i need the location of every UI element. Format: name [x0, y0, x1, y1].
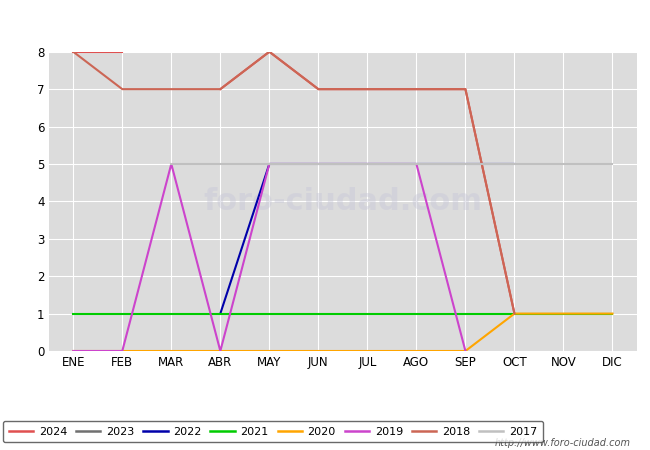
Legend: 2024, 2023, 2022, 2021, 2020, 2019, 2018, 2017: 2024, 2023, 2022, 2021, 2020, 2019, 2018… — [3, 421, 543, 442]
Text: foro-ciudad.com: foro-ciudad.com — [203, 187, 482, 216]
Text: Afiliados en Viloria de Rioja a 30/9/2024: Afiliados en Viloria de Rioja a 30/9/202… — [159, 14, 491, 33]
Text: http://www.foro-ciudad.com: http://www.foro-ciudad.com — [495, 438, 630, 448]
